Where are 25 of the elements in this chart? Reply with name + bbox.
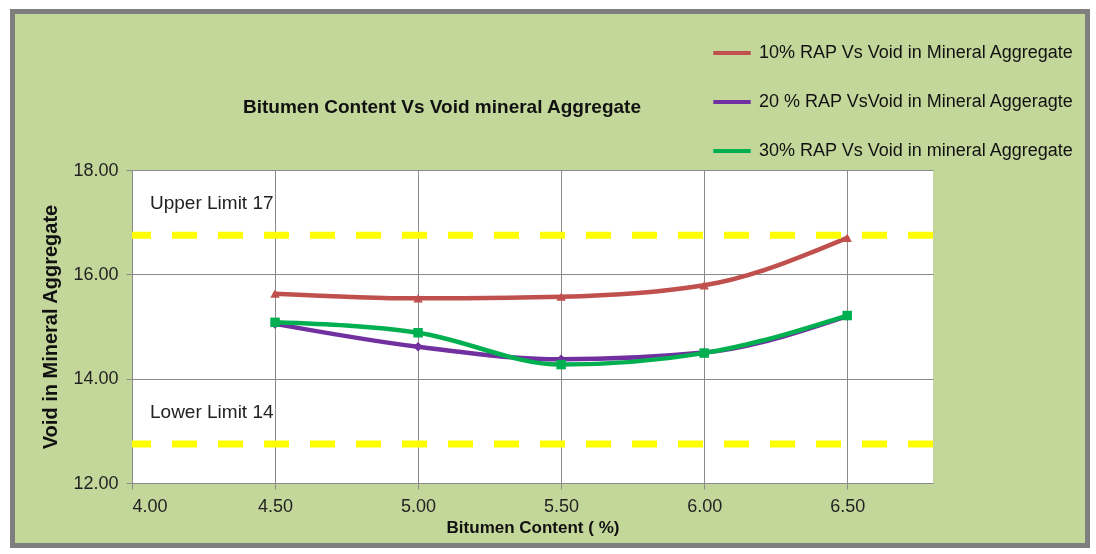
x-tick-label: 6.00 (687, 495, 723, 516)
x-tick-label: 5.50 (544, 495, 580, 516)
y-tick-label: 16.00 (73, 263, 119, 284)
point (842, 233, 852, 242)
x-tick-label: 4.00 (132, 495, 168, 516)
legend-label: 20 % RAP VsVoid in Mineral Aggeragte (759, 91, 1073, 111)
y-tick-label: 18.00 (73, 159, 119, 180)
legend-label: 30% RAP Vs Void in mineral Aggregate (759, 140, 1073, 160)
point (556, 359, 566, 370)
point (699, 281, 709, 290)
ref-line-label: Upper Limit 17 (150, 192, 274, 214)
x-tick-label: 5.00 (401, 495, 437, 516)
y-axis-title: Void in Mineral Aggregate (39, 204, 62, 450)
x-axis-title: Bitumen Content ( %) (446, 517, 620, 537)
x-tick-label: 6.50 (830, 495, 866, 516)
y-tick-label: 14.00 (73, 368, 119, 389)
legend-label: 10% RAP Vs Void in Mineral Aggregate (759, 42, 1073, 62)
x-tick-label: 4.50 (258, 495, 294, 516)
point (270, 289, 280, 298)
y-tick-label: 12.00 (73, 472, 119, 493)
point (413, 294, 423, 303)
point (556, 292, 566, 301)
chart-title: Bitumen Content Vs Void mineral Aggregate (243, 96, 641, 117)
ref-line-label: Lower Limit 14 (150, 400, 274, 422)
point (413, 328, 423, 338)
